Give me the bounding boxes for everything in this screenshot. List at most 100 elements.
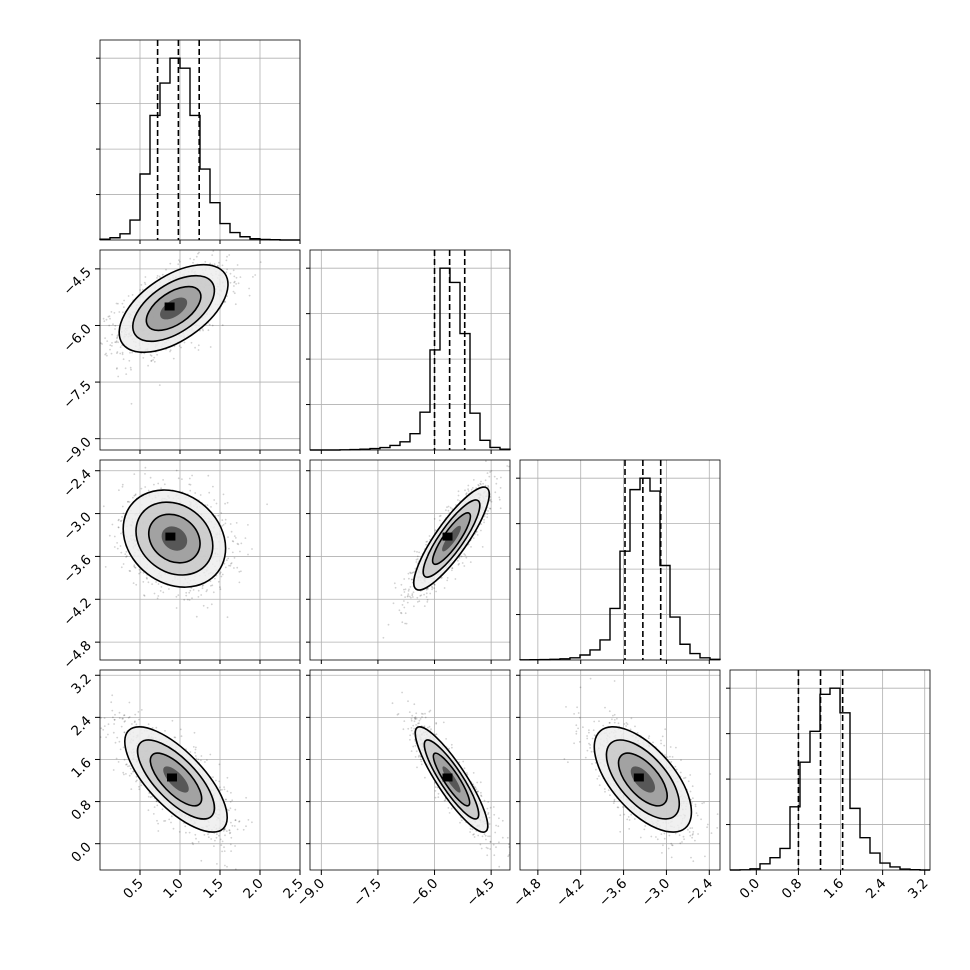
scatter-point: [427, 588, 429, 590]
scatter-point: [404, 622, 406, 625]
scatter-point: [116, 352, 118, 354]
scatter-point: [494, 491, 497, 494]
scatter-point: [455, 504, 457, 506]
scatter-point: [113, 546, 116, 548]
scatter-point: [416, 551, 418, 553]
scatter-point: [200, 755, 203, 757]
scatter-point: [223, 562, 226, 565]
scatter-point: [408, 595, 411, 598]
scatter-point: [116, 547, 119, 550]
scatter-point: [150, 355, 153, 357]
scatter-point: [200, 594, 203, 596]
scatter-point: [144, 466, 147, 469]
scatter-point: [217, 514, 220, 517]
scatter-point: [188, 591, 191, 594]
scatter-point: [194, 346, 197, 349]
scatter-point: [409, 571, 411, 574]
scatter-point: [185, 594, 188, 597]
scatter-point: [240, 570, 242, 573]
scatter-point: [195, 746, 197, 749]
scatter-point: [225, 259, 228, 262]
scatter-point: [451, 567, 454, 569]
scatter-point: [410, 578, 413, 581]
scatter-point: [114, 324, 117, 327]
scatter-point: [209, 262, 212, 265]
scatter-point: [101, 343, 103, 345]
scatter-point: [412, 596, 414, 598]
scatter-point: [231, 540, 234, 542]
panel-frame: [99, 249, 301, 451]
scatter-point: [403, 591, 406, 593]
scatter-point: [235, 283, 238, 285]
scatter-point: [194, 755, 197, 757]
scatter-point: [168, 588, 170, 590]
scatter-point: [236, 566, 239, 569]
scatter-point: [121, 516, 123, 518]
scatter-point: [135, 780, 137, 783]
scatter-point: [192, 746, 195, 748]
scatter-point: [495, 482, 498, 485]
scatter-point: [128, 359, 131, 362]
scatter-point: [423, 593, 425, 596]
scatter-point: [210, 584, 212, 587]
scatter-point: [233, 275, 236, 278]
scatter-point: [130, 402, 133, 405]
scatter-point: [431, 588, 433, 591]
panel-frame: [99, 459, 301, 661]
scatter-point: [227, 536, 229, 538]
scatter-point: [127, 295, 130, 297]
scatter-point: [457, 494, 460, 497]
scatter-point: [224, 502, 227, 505]
contour-line: [122, 489, 227, 588]
scatter-point: [238, 820, 241, 823]
scatter-point: [108, 324, 111, 327]
scatter-point: [487, 484, 489, 487]
scatter-point: [156, 804, 159, 807]
scatter-point: [106, 340, 109, 342]
scatter-point: [188, 599, 191, 601]
scatter-point: [499, 487, 502, 489]
scatter-point: [449, 506, 452, 509]
scatter-point: [117, 341, 119, 344]
scatter-point: [226, 268, 229, 271]
scatter-point: [477, 484, 480, 486]
scatter-point: [151, 583, 154, 585]
scatter-point: [156, 597, 159, 600]
scatter-point: [426, 540, 429, 543]
scatter-point: [107, 733, 109, 736]
scatter-point: [234, 537, 237, 539]
scatter-point: [226, 616, 229, 619]
scatter-point: [177, 594, 180, 596]
scatter-point: [134, 567, 137, 569]
scatter-point: [238, 581, 241, 584]
scatter-point: [165, 268, 167, 271]
scatter-point: [387, 623, 390, 626]
scatter-point: [189, 257, 192, 260]
scatter-point: [500, 476, 502, 479]
scatter-point: [157, 583, 160, 585]
scatter-point: [419, 595, 422, 597]
scatter-point: [98, 567, 100, 569]
histogram-step: [730, 687, 930, 871]
scatter-point: [451, 508, 454, 510]
scatter-point: [122, 512, 125, 515]
scatter-point: [475, 530, 478, 533]
scatter-point: [498, 496, 501, 499]
scatter-point: [207, 836, 210, 839]
scatter-point: [144, 486, 147, 488]
scatter-point: [123, 731, 126, 734]
scatter-point: [144, 473, 146, 475]
scatter-point: [446, 577, 449, 579]
scatter-point: [139, 289, 142, 291]
scatter-point: [215, 502, 218, 505]
scatter-point: [134, 720, 136, 723]
scatter-point: [438, 515, 441, 518]
scatter-point: [108, 534, 111, 537]
scatter-point: [175, 469, 178, 472]
scatter-point: [102, 505, 105, 508]
scatter-point: [197, 841, 200, 843]
scatter-point: [201, 587, 204, 590]
scatter-point: [116, 337, 118, 340]
scatter-point: [143, 594, 145, 596]
scatter-point: [234, 303, 237, 306]
